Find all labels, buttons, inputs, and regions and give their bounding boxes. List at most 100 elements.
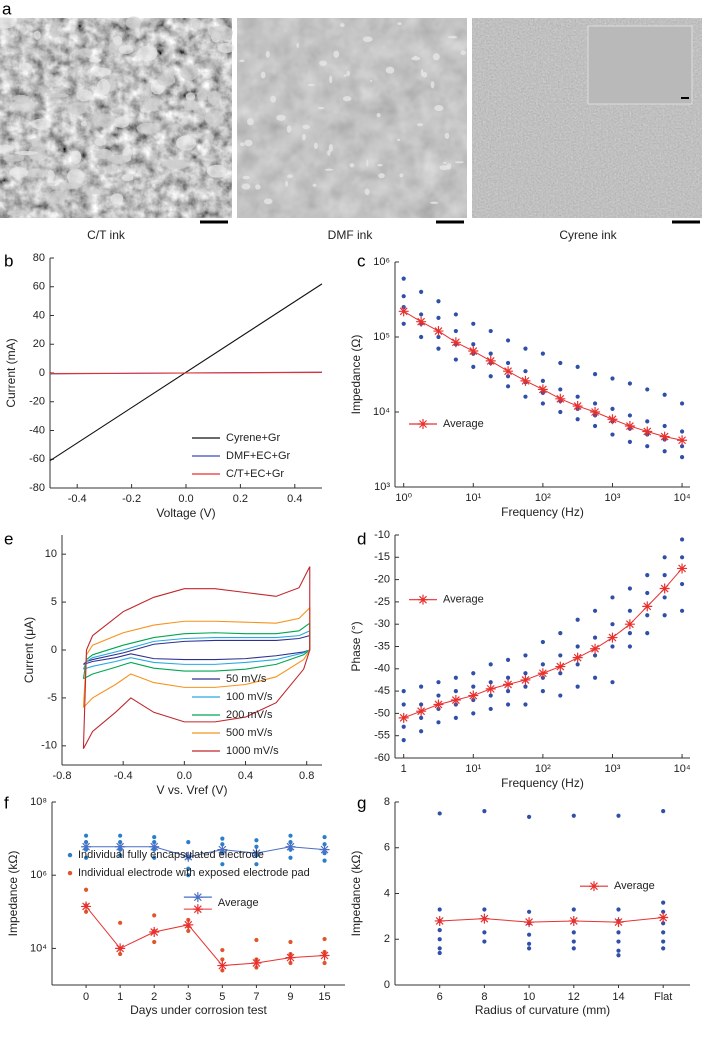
data-point <box>575 617 580 622</box>
sem-particle <box>343 74 347 77</box>
legend-label: C/T+EC+Gr <box>226 468 284 480</box>
sem-particle <box>112 116 130 128</box>
y-tick-label: 0 <box>51 644 57 656</box>
sem-particle <box>48 190 66 204</box>
sem-particle <box>296 42 299 48</box>
sem-particle <box>18 62 32 72</box>
data-point <box>471 711 476 716</box>
series-line <box>86 846 325 858</box>
sem-particle <box>260 71 266 79</box>
data-point <box>488 374 493 379</box>
average-marker <box>659 583 670 594</box>
average-marker <box>398 306 409 317</box>
legend-swatch <box>192 904 203 915</box>
sem-particle <box>110 193 124 205</box>
y-tick-label: 20 <box>33 338 45 350</box>
data-point <box>610 406 615 411</box>
sem-particle <box>430 201 439 204</box>
data-point <box>523 653 528 658</box>
panel-label: g <box>357 793 366 812</box>
average-marker <box>285 841 296 852</box>
sem-particle <box>217 42 235 53</box>
data-point <box>645 387 650 392</box>
x-tick-label: -0.4 <box>114 770 133 782</box>
data-point <box>453 328 458 334</box>
sem-particle <box>33 30 41 40</box>
data-point <box>83 855 89 860</box>
data-point <box>322 858 327 863</box>
data-point <box>436 315 441 320</box>
legend-swatch <box>192 892 203 903</box>
data-point <box>540 689 545 694</box>
data-point <box>471 342 476 347</box>
data-point <box>220 842 225 847</box>
average-marker <box>149 927 160 938</box>
data-point <box>558 653 563 658</box>
sem-particle <box>460 50 466 55</box>
average-marker <box>468 346 479 357</box>
x-tick-label: 10³ <box>605 492 621 504</box>
sem-particle <box>105 165 118 172</box>
data-point <box>592 608 598 613</box>
data-point <box>437 907 442 912</box>
data-point <box>488 351 493 356</box>
sem-particle <box>286 125 292 133</box>
data-point <box>436 346 441 351</box>
x-tick-label: Flat <box>654 991 672 1003</box>
sem-particle <box>265 50 270 58</box>
average-marker <box>520 375 531 386</box>
sem-particle <box>366 159 369 167</box>
data-point <box>679 444 685 449</box>
data-point <box>575 644 580 649</box>
data-point <box>616 907 621 912</box>
data-point <box>571 946 576 951</box>
sem-particle <box>118 45 134 55</box>
y-tick-label: 6 <box>384 842 390 854</box>
data-point <box>482 907 487 912</box>
data-point <box>419 715 424 720</box>
x-tick-label: 7 <box>253 991 259 1003</box>
data-point <box>523 684 528 689</box>
sem-particle <box>362 36 373 43</box>
average-marker <box>642 426 653 437</box>
data-point <box>592 423 598 429</box>
average-marker <box>555 393 566 404</box>
average-marker <box>537 384 548 395</box>
data-point <box>540 401 545 406</box>
average-marker <box>149 841 160 852</box>
data-point <box>661 809 666 814</box>
average-marker <box>251 957 262 968</box>
sem-particle <box>31 140 43 147</box>
average-marker <box>520 674 531 685</box>
y-tick-label: 10³ <box>374 481 390 493</box>
data-point <box>662 423 667 429</box>
series <box>434 912 669 928</box>
average-marker <box>572 401 583 412</box>
sem-particle <box>91 67 112 77</box>
average-marker <box>624 619 635 630</box>
sem-particle <box>162 159 186 168</box>
series <box>401 537 685 743</box>
data-point <box>575 662 580 667</box>
data-point <box>186 840 191 845</box>
sem-particle <box>143 97 159 112</box>
data-point <box>254 838 259 843</box>
average-marker <box>433 699 444 710</box>
sem-particle <box>432 53 440 61</box>
average-marker <box>416 706 427 717</box>
x-tick-label: 8 <box>481 991 487 1003</box>
average-marker <box>677 435 688 446</box>
sem-particle <box>204 110 224 126</box>
average-marker <box>624 421 635 432</box>
average-marker <box>642 601 653 612</box>
sem-particle <box>94 138 107 146</box>
data-point <box>645 573 650 578</box>
x-tick-label: 10 <box>523 991 535 1003</box>
data-point <box>571 939 576 944</box>
data-point <box>523 346 528 351</box>
x-tick-label: 10⁴ <box>674 763 691 775</box>
sem-particle <box>207 91 221 106</box>
y-tick-label: -20 <box>374 574 390 586</box>
data-point <box>592 675 598 680</box>
sem-particle <box>349 163 355 168</box>
